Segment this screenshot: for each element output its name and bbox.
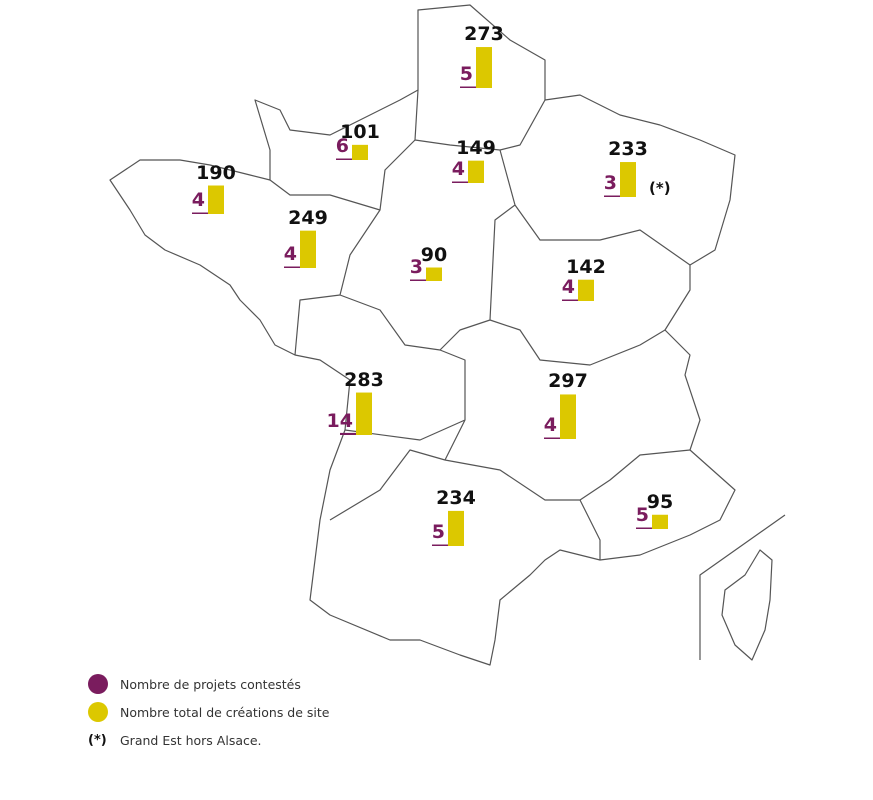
- total-label-occitanie: 234: [436, 486, 476, 509]
- contested-label-nouvelle-aquitaine: 14: [326, 410, 353, 432]
- legend-total-label: Nombre total de créations de site: [120, 704, 330, 720]
- contested-bar-bourgogne-franche-comte: [562, 299, 578, 301]
- total-bar-bretagne: [208, 185, 224, 214]
- contested-label-pays-de-la-loire: 4: [283, 243, 297, 265]
- contested-bar-hauts-de-france: [460, 86, 476, 88]
- contested-label-centre-val-de-loire: 3: [409, 256, 423, 278]
- total-label-nouvelle-aquitaine: 283: [344, 368, 384, 391]
- total-bar-occitanie: [448, 510, 464, 546]
- contested-label-provence-alpes-cote-d-azur: 5: [635, 504, 649, 526]
- total-label-auvergne-rhone-alpes: 297: [548, 370, 588, 393]
- contested-bar-normandie: [336, 158, 352, 160]
- note-marker-grand-est: (*): [649, 179, 671, 197]
- total-label-provence-alpes-cote-d-azur: 95: [646, 490, 674, 513]
- total-label-normandie: 101: [340, 120, 380, 143]
- contested-bar-centre-val-de-loire: [410, 279, 426, 281]
- contested-bar-nouvelle-aquitaine: [340, 432, 356, 435]
- legend-contested: Nombre de projets contestés: [88, 674, 301, 694]
- total-bar-centre-val-de-loire: [426, 267, 442, 281]
- contested-bar-auvergne-rhone-alpes: [544, 437, 560, 439]
- total-bar-bourgogne-franche-comte: [578, 279, 594, 301]
- contested-bar-grand-est: [604, 195, 620, 197]
- contested-bar-pays-de-la-loire: [284, 266, 300, 268]
- legend-note: (*) Grand Est hors Alsace.: [88, 733, 262, 748]
- total-bar-auvergne-rhone-alpes: [560, 394, 576, 439]
- total-bar-hauts-de-france: [476, 47, 492, 88]
- contested-bar-bretagne: [192, 212, 208, 214]
- note-text: Grand Est hors Alsace.: [120, 733, 262, 748]
- total-bar-provence-alpes-cote-d-azur: [652, 514, 668, 529]
- total-label-hauts-de-france: 273: [464, 23, 504, 46]
- contested-label-normandie: 6: [335, 135, 349, 157]
- contested-swatch: [88, 674, 108, 694]
- contested-bar-provence-alpes-cote-d-azur: [636, 527, 652, 529]
- total-label-ile-de-france: 149: [456, 136, 496, 159]
- total-bar-ile-de-france: [468, 160, 484, 183]
- contested-bar-occitanie: [432, 544, 448, 546]
- total-bar-nouvelle-aquitaine: [356, 392, 372, 435]
- contested-label-occitanie: 5: [431, 521, 445, 543]
- total-label-bourgogne-franche-comte: 142: [566, 255, 606, 278]
- total-bar-pays-de-la-loire: [300, 230, 316, 268]
- contested-bar-ile-de-france: [452, 181, 468, 183]
- total-bar-normandie: [352, 144, 368, 160]
- contested-label-auvergne-rhone-alpes: 4: [543, 414, 557, 436]
- inset-frame: [699, 514, 786, 660]
- france-outline: [109, 4, 736, 666]
- contested-label-bretagne: 4: [191, 189, 205, 211]
- total-label-grand-est: 233: [608, 138, 648, 161]
- region-borders: [269, 89, 691, 560]
- total-label-pays-de-la-loire: 249: [288, 206, 328, 229]
- contested-label-grand-est: 3: [603, 172, 617, 194]
- corsica: [721, 549, 773, 661]
- total-bar-grand-est: [620, 162, 636, 197]
- total-label-bretagne: 190: [196, 161, 236, 184]
- legend-total: Nombre total de créations de site: [88, 702, 330, 722]
- note-symbol: (*): [88, 733, 107, 748]
- contested-label-ile-de-france: 4: [451, 158, 465, 180]
- total-swatch: [88, 702, 108, 722]
- total-label-centre-val-de-loire: 90: [420, 243, 448, 266]
- legend-contested-label: Nombre de projets contestés: [120, 676, 301, 692]
- contested-label-bourgogne-franche-comte: 4: [561, 276, 575, 298]
- contested-label-hauts-de-france: 5: [459, 63, 473, 85]
